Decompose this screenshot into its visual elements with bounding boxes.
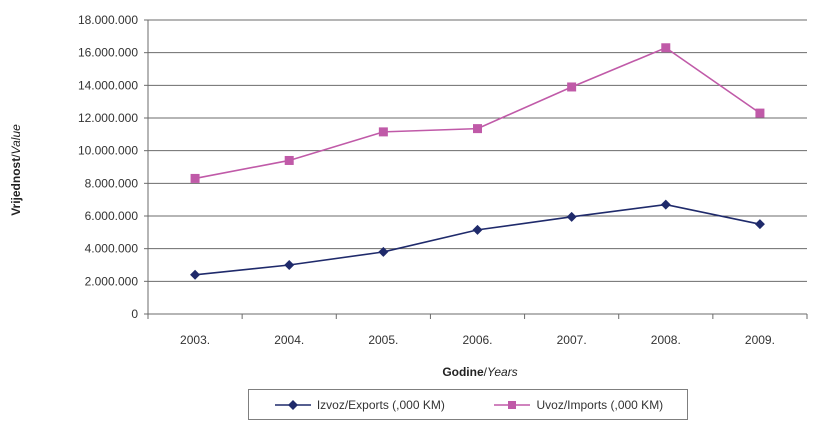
series-lines (190, 43, 765, 280)
series-line-imports (194, 46, 761, 180)
y-tick-label: 4.000.000 (85, 242, 139, 256)
x-tick-label: 2006. (462, 333, 492, 347)
y-tick-label: 16.000.000 (78, 46, 138, 60)
data-point-imports (284, 155, 294, 165)
y-tick-label: 8.000.000 (85, 176, 139, 190)
y-tick-label: 12.000.000 (78, 111, 138, 125)
data-point-exports (660, 199, 671, 210)
y-tick-label: 14.000.000 (78, 78, 138, 92)
legend-item-imports: Uvoz/Imports (,000 KM) (492, 398, 663, 412)
legend-marker-exports (274, 399, 311, 410)
y-tick-label: 18.000.000 (78, 13, 138, 27)
data-point-imports (378, 127, 388, 137)
legend-label-exports: Izvoz/Exports (,000 KM) (316, 397, 445, 412)
data-point-exports (472, 224, 483, 235)
x-tick-label: 2007. (557, 333, 587, 347)
x-tick-label: 2004. (274, 333, 304, 347)
y-tick-label: 10.000.000 (78, 144, 138, 158)
y-tick-label: 6.000.000 (85, 209, 139, 223)
data-point-imports (567, 82, 577, 92)
x-tick-label: 2005. (368, 333, 398, 347)
x-tick-label: 2008. (651, 333, 681, 347)
gridlines (144, 19, 808, 319)
data-point-imports (755, 108, 765, 118)
data-point-exports (566, 211, 577, 222)
line-chart: 0 2.000.000 4.000.000 6.000.000 8.000.000 10.… (9, 13, 808, 379)
x-tick-label: 2009. (745, 333, 775, 347)
y-tick-label: 0 (131, 307, 138, 321)
series-line-exports (194, 203, 761, 276)
data-point-exports (190, 269, 201, 280)
data-point-exports (754, 219, 765, 230)
y-tick-label: 2.000.000 (85, 274, 139, 288)
x-tick-label: 2003. (180, 333, 210, 347)
data-point-exports (284, 260, 295, 270)
y-axis-title: Vrijednost/Value (9, 124, 23, 216)
legend-item-exports: Izvoz/Exports (,000 KM) (273, 398, 445, 412)
x-axis-title: Godine/Years (442, 365, 517, 379)
legend-label-imports: Uvoz/Imports (,000 KM) (536, 397, 664, 412)
data-point-imports (661, 43, 671, 53)
x-tick-labels: 2003. 2004. 2005. 2006. 2007. 2008. 2009. (180, 333, 775, 347)
data-point-exports (378, 246, 389, 257)
legend: Izvoz/Exports (,000 KM) Uvoz/Imports (,0… (248, 389, 688, 420)
legend-marker-imports (494, 400, 531, 409)
data-point-imports (190, 173, 200, 183)
data-point-imports (473, 124, 482, 134)
y-tick-labels: 0 2.000.000 4.000.000 6.000.000 8.000.000 10.… (78, 13, 138, 321)
